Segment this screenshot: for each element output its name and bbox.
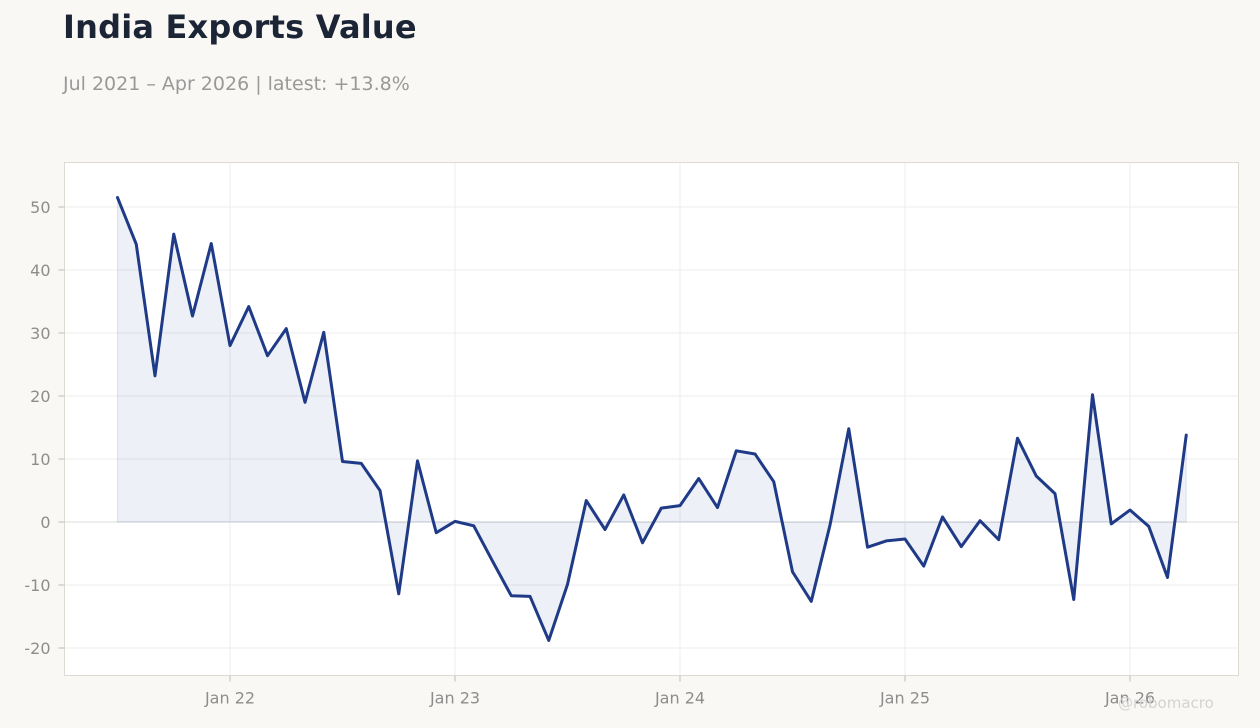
y-tick-label: 40 xyxy=(30,261,50,280)
y-tick-label: 30 xyxy=(30,324,50,343)
series-line-layer xyxy=(116,196,1188,642)
y-tick-label: 10 xyxy=(30,450,50,469)
y-tick-label: 50 xyxy=(30,198,50,217)
y-tick-label: -20 xyxy=(24,639,50,658)
watermark: @robomacro xyxy=(1118,694,1214,712)
x-tick-label: Jan 26 xyxy=(1104,689,1155,708)
y-tick-label: 20 xyxy=(30,387,50,406)
series-line xyxy=(116,196,1188,642)
x-tick-label: Jan 23 xyxy=(429,689,480,708)
y-axis-ticks: 50 40 30 20 10 0 -10 -20 xyxy=(24,198,65,658)
chart-subtitle: Jul 2021 – Apr 2026 | latest: +13.8% xyxy=(63,73,410,95)
chart-title: India Exports Value xyxy=(63,8,417,46)
y-tick-label: -10 xyxy=(24,576,50,595)
x-axis-ticks: Jan 22 Jan 23 Jan 24 Jan 25 Jan 26 xyxy=(204,675,1155,708)
x-tick-label: Jan 24 xyxy=(654,689,705,708)
plot-area xyxy=(64,162,1239,676)
y-tick-label: 0 xyxy=(40,513,50,532)
x-tick-label: Jan 22 xyxy=(204,689,255,708)
x-tick-label: Jan 25 xyxy=(879,689,930,708)
